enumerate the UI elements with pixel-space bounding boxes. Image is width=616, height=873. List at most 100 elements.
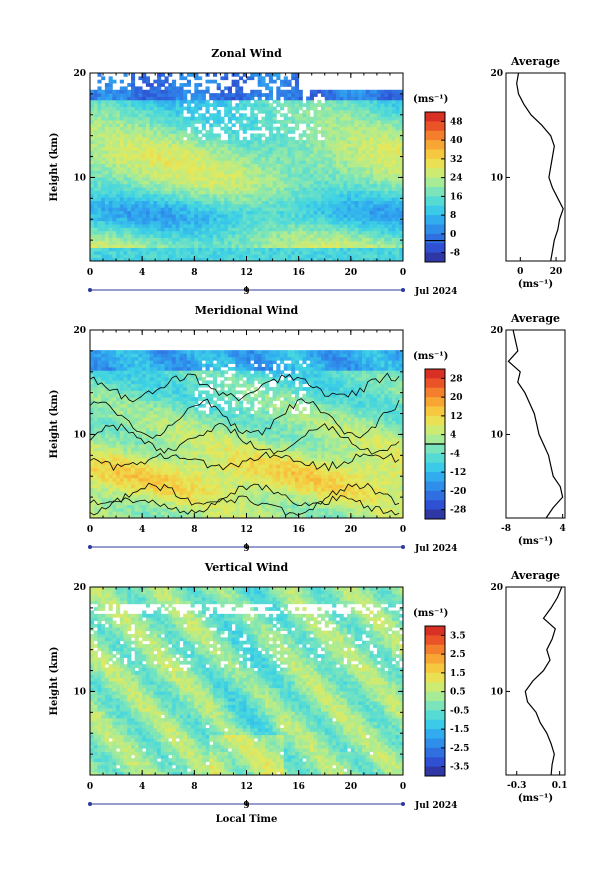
heatmap-cell [294, 146, 300, 151]
heatmap-cell [198, 83, 203, 87]
heatmap-cell [373, 207, 378, 212]
heatmap-cell [224, 240, 229, 245]
heatmap-cell [294, 96, 300, 101]
heatmap-cell [205, 237, 210, 242]
colorbar-label: 8 [450, 211, 456, 221]
heatmap-cell [119, 140, 124, 144]
heatmap-cell [116, 494, 121, 499]
heatmap-cell [328, 247, 333, 252]
colorbar-label: 48 [450, 117, 463, 127]
heatmap-cell [149, 187, 154, 191]
heatmap-cell [220, 103, 225, 107]
heatmap-cell [168, 207, 173, 212]
heatmap-cell [198, 514, 203, 519]
heatmap-cell [369, 99, 374, 104]
heatmap-cell [324, 203, 329, 208]
heatmap-cell [168, 230, 173, 235]
heatmap-cell [212, 193, 218, 198]
heatmap-cell [142, 237, 147, 242]
heatmap-cell [160, 504, 165, 509]
heatmap-cell [205, 207, 210, 212]
heatmap-cell [93, 113, 98, 118]
heatmap-cell [93, 106, 98, 111]
heatmap-cell [294, 227, 300, 232]
heatmap-cell [246, 207, 251, 212]
heatmap-cell [373, 203, 378, 208]
heatmap-cell [190, 160, 195, 165]
heatmap-cell [145, 163, 151, 168]
heatmap-cell [224, 143, 229, 148]
heatmap-cell [276, 160, 281, 165]
heatmap-cell [291, 497, 296, 502]
heatmap-cell [272, 220, 277, 225]
heatmap-cell [134, 250, 139, 255]
heatmap-cell [231, 234, 236, 238]
heatmap-cell [142, 507, 147, 512]
heatmap-cell [362, 160, 367, 165]
heatmap-cell [209, 224, 214, 228]
heatmap-cell [112, 197, 117, 201]
heatmap-cell [209, 116, 214, 121]
heatmap-cell [190, 220, 195, 225]
heatmap-cell [391, 99, 396, 104]
heatmap-cell [339, 514, 344, 519]
heatmap-cell [130, 146, 136, 151]
heatmap-cell [209, 163, 214, 168]
heatmap-cell [179, 180, 184, 185]
heatmap-cell [376, 130, 382, 134]
heatmap-cell [101, 93, 106, 97]
heatmap-cell [179, 123, 184, 128]
heatmap-cell [261, 153, 266, 158]
heatmap-cell [220, 96, 225, 101]
heatmap-cell [101, 123, 106, 128]
heatmap-cell [145, 177, 151, 181]
x-tick-label: 0 [400, 268, 406, 278]
heatmap-cell [212, 250, 218, 255]
heatmap-cell [302, 227, 307, 232]
heatmap-cell [179, 497, 184, 502]
heatmap-cell [294, 257, 300, 262]
heatmap-cell [250, 143, 255, 148]
heatmap-cell [134, 143, 139, 148]
heatmap-cell [369, 180, 374, 185]
heatmap-cell [391, 203, 396, 208]
heatmap-cell [246, 160, 251, 165]
heatmap-cell [257, 214, 262, 218]
heatmap-cell [160, 200, 165, 205]
heatmap-cell [235, 170, 240, 175]
heatmap-cell [380, 511, 385, 516]
heatmap-cell [239, 227, 244, 232]
heatmap-cell [235, 494, 240, 499]
heatmap-cell [220, 514, 225, 519]
heatmap-cell [157, 247, 162, 252]
heatmap-cell [265, 193, 270, 198]
heatmap-cell [395, 240, 400, 245]
heatmap-cell [201, 514, 206, 519]
heatmap-cell [384, 116, 389, 121]
heatmap-cell [395, 200, 400, 205]
heatmap-cell [283, 120, 288, 124]
heatmap-cell [369, 183, 374, 188]
heatmap-cell [190, 73, 195, 77]
heatmap-cell [190, 113, 195, 118]
heatmap-cell [127, 126, 132, 131]
heatmap-cell [227, 210, 232, 215]
heatmap-cell [339, 240, 344, 245]
heatmap-cell [391, 93, 396, 97]
heatmap-cell [90, 140, 95, 144]
heatmap-cell [171, 113, 177, 118]
heatmap-cell [239, 214, 244, 218]
heatmap-cell [272, 106, 277, 111]
heatmap-cell [216, 93, 221, 97]
heatmap-cell [298, 250, 303, 255]
heatmap-cell [123, 234, 128, 238]
heatmap-cell [231, 247, 236, 252]
heatmap-cell [276, 193, 281, 198]
heatmap-cell [101, 193, 106, 198]
heatmap-cell [123, 227, 128, 232]
heatmap-cell [332, 146, 337, 151]
heatmap-cell [268, 133, 273, 138]
heatmap-cell [164, 214, 169, 218]
heatmap-cell [391, 146, 396, 151]
heatmap-cell [239, 140, 244, 144]
